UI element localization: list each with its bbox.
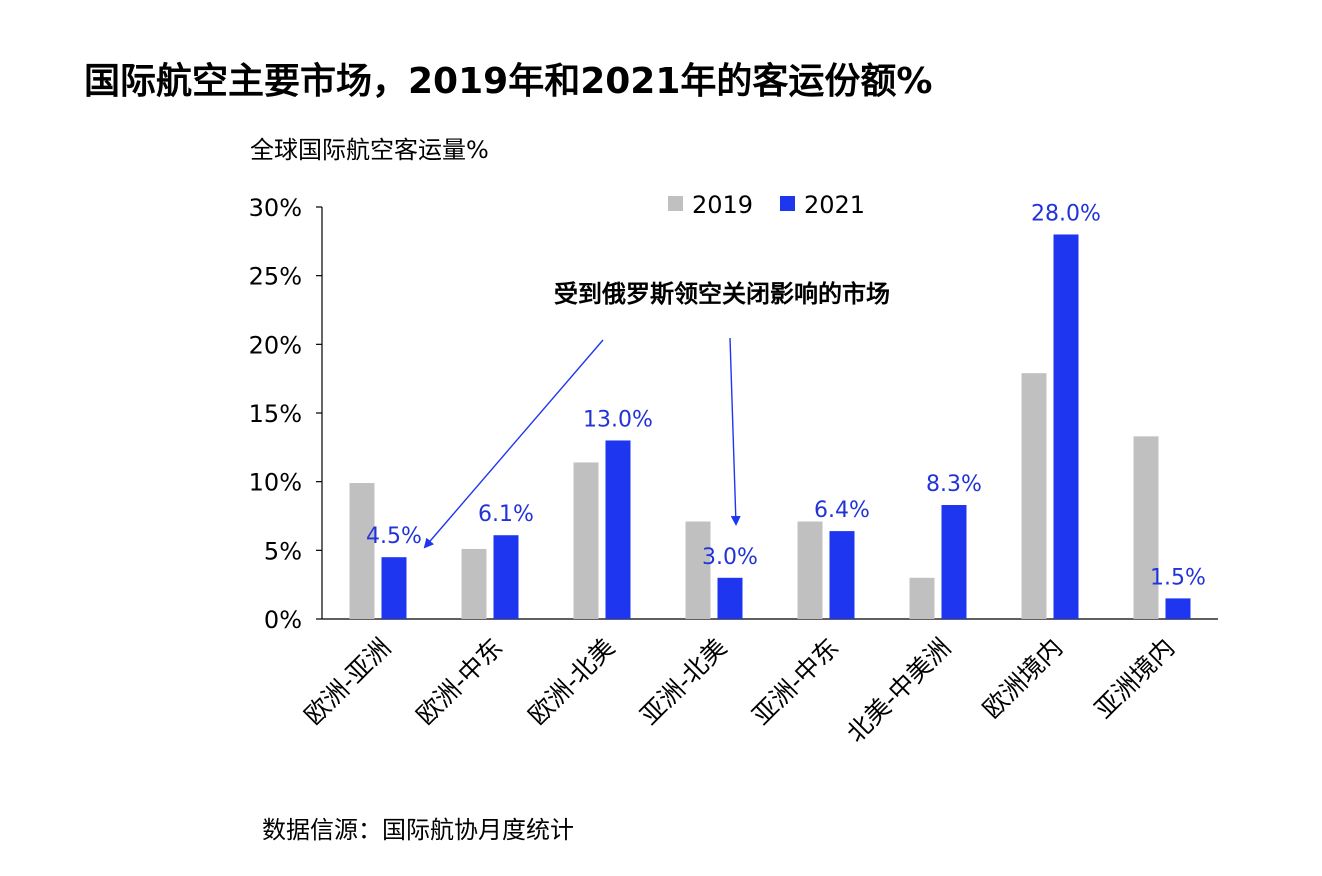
x-tick-label: 欧洲境内: [977, 633, 1068, 724]
annotation-arrow-europe-asia: [423, 339, 604, 549]
bar-2021: [381, 557, 407, 619]
x-tick-label: 亚洲-中东: [747, 633, 845, 731]
bar-2021: [717, 577, 743, 619]
bar-2019: [1021, 373, 1047, 619]
annotation-text: 受到俄罗斯领空关闭影响的市场: [554, 280, 890, 308]
bar-2019: [685, 521, 711, 619]
bar-2021: [829, 531, 855, 619]
y-axis-label: 全球国际航空客运量%: [250, 136, 489, 164]
bar-2021: [605, 440, 631, 619]
annotation-arrow-asia-north-america: [729, 337, 741, 526]
y-tick-label: 0%: [264, 606, 302, 634]
legend-label-2019: 2019: [692, 191, 753, 219]
x-tick-label: 亚洲-北美: [635, 633, 733, 731]
data-label-2021: 13.0%: [583, 407, 653, 432]
bar-2021: [1053, 234, 1079, 619]
data-label-2021: 3.0%: [702, 545, 758, 570]
x-tick-label: 北美-中美洲: [841, 633, 956, 748]
y-tick-label: 5%: [264, 537, 302, 565]
bar-2019: [349, 483, 375, 619]
y-tick-label: 10%: [249, 469, 302, 497]
bar-2019: [797, 521, 823, 619]
x-tick-label: 欧洲-亚洲: [299, 633, 397, 731]
data-label-2021: 6.1%: [478, 502, 534, 527]
chart-title: 国际航空主要市场，2019年和2021年的客运份额%: [84, 61, 933, 102]
bar-2019: [573, 462, 599, 619]
bar-2019: [909, 577, 935, 619]
x-tick-label: 亚洲境内: [1089, 633, 1180, 724]
source-note: 数据信源：国际航协月度统计: [262, 816, 574, 844]
y-tick-label: 25%: [249, 263, 302, 291]
bar-2021: [493, 535, 519, 619]
legend-swatch-2021: [780, 196, 795, 211]
data-label-2021: 8.3%: [926, 472, 982, 497]
bar-2021: [941, 505, 967, 619]
bar-2021: [1165, 598, 1191, 619]
bar-2019: [461, 548, 487, 619]
legend-swatch-2019: [668, 196, 683, 211]
y-tick-label: 15%: [249, 400, 302, 428]
data-label-2021: 1.5%: [1150, 565, 1206, 590]
y-tick-label: 20%: [249, 331, 302, 359]
data-label-2021: 6.4%: [814, 498, 870, 523]
annotation: 受到俄罗斯领空关闭影响的市场: [423, 280, 890, 549]
legend-label-2021: 2021: [804, 191, 865, 219]
y-tick-label: 30%: [249, 194, 302, 222]
legend: 2019 2021: [668, 191, 865, 219]
bar-2019: [1133, 436, 1159, 619]
x-tick-label: 欧洲-中东: [411, 633, 509, 731]
data-label-2021: 28.0%: [1031, 201, 1101, 226]
data-label-2021: 4.5%: [366, 524, 422, 549]
x-tick-label: 欧洲-北美: [523, 633, 621, 731]
